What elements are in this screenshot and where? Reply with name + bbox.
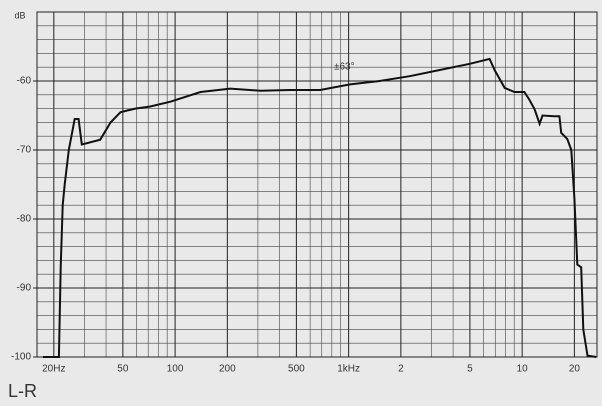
plot-frame: [36, 11, 598, 358]
y-tick-label: -80: [17, 214, 32, 225]
x-tick-label: 500: [288, 364, 305, 375]
y-tick-label: -90: [17, 283, 32, 294]
y-tick-label: -100: [11, 352, 31, 363]
x-tick-label: 5: [467, 364, 473, 375]
y-axis-label: dB: [14, 10, 25, 20]
y-tick-label: -60: [17, 76, 32, 87]
annotation: ±63°: [334, 62, 355, 73]
x-tick-label: 20Hz: [42, 364, 65, 375]
x-tick-label: 20: [569, 364, 581, 375]
response-curve: [42, 57, 597, 358]
y-tick-label: -70: [17, 145, 32, 156]
x-tick-label: 50: [117, 364, 129, 375]
x-tick-label: 10: [517, 364, 529, 375]
chart-title: L-R: [8, 381, 37, 401]
x-tick-label: 200: [219, 364, 236, 375]
x-tick-label: 1kHz: [337, 364, 360, 375]
x-tick-label: 100: [167, 364, 184, 375]
x-tick-label: 2: [398, 364, 404, 375]
